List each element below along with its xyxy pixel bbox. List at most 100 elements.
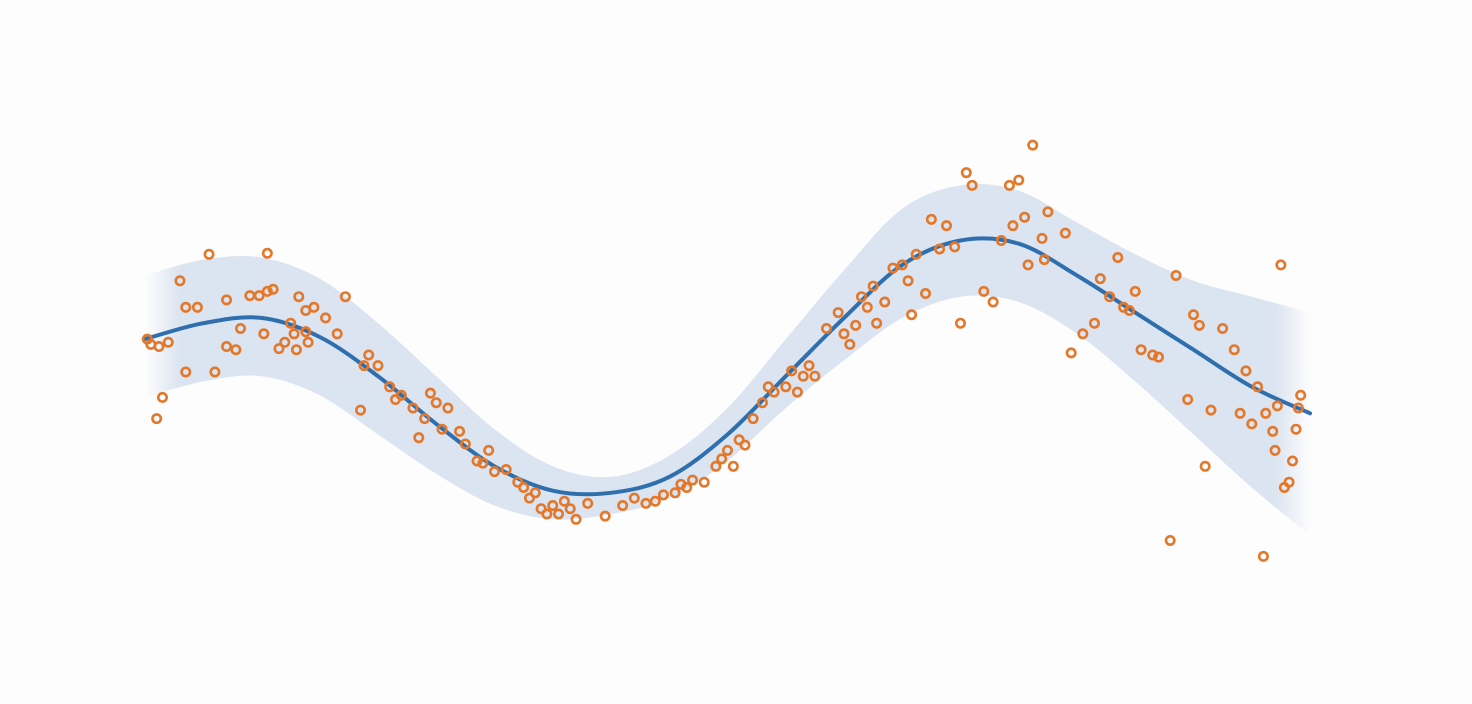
data-point <box>1199 460 1211 472</box>
data-point <box>407 402 419 414</box>
data-point <box>871 317 883 329</box>
data-point <box>850 319 862 331</box>
data-point <box>363 349 375 361</box>
data-point <box>1059 227 1071 239</box>
data-point <box>896 259 908 271</box>
data-point <box>230 344 242 356</box>
data-point <box>235 322 247 334</box>
data-point <box>1153 351 1165 363</box>
data-point <box>564 503 576 515</box>
data-point <box>1019 211 1031 223</box>
data-point <box>1036 232 1048 244</box>
data-point <box>838 328 850 340</box>
data-point <box>553 508 565 520</box>
data-point <box>523 492 535 504</box>
data-point <box>1228 344 1240 356</box>
data-point <box>906 309 918 321</box>
data-point <box>803 360 815 372</box>
data-point <box>628 492 640 504</box>
data-point <box>203 248 215 260</box>
data-point <box>582 497 594 509</box>
data-point <box>1147 349 1159 361</box>
data-point <box>747 413 759 425</box>
data-point <box>1077 328 1089 340</box>
data-point <box>419 413 431 425</box>
data-point <box>910 248 922 260</box>
data-point <box>768 386 780 398</box>
data-point <box>267 283 279 295</box>
data-point <box>1129 285 1141 297</box>
data-point <box>358 360 370 372</box>
data-point <box>687 474 699 486</box>
data-point <box>832 307 844 319</box>
data-point <box>151 413 163 425</box>
data-point <box>1252 381 1264 393</box>
data-point <box>716 453 728 465</box>
data-point <box>273 343 285 355</box>
data-point <box>1042 206 1054 218</box>
data-point <box>1094 273 1106 285</box>
data-point <box>413 432 425 444</box>
data-point <box>791 386 803 398</box>
data-point <box>960 167 972 179</box>
fit-line-layer <box>143 236 1312 497</box>
data-point <box>887 262 899 274</box>
data-point <box>156 391 168 403</box>
data-point <box>1260 407 1272 419</box>
data-point <box>285 317 297 329</box>
data-point <box>681 481 693 493</box>
data-point <box>867 280 879 292</box>
data-point <box>488 466 500 478</box>
data-point <box>1088 317 1100 329</box>
data-point <box>518 481 530 493</box>
data-point <box>721 444 733 456</box>
data-point <box>384 381 396 393</box>
data-point <box>1275 259 1287 271</box>
data-point <box>302 336 314 348</box>
data-point <box>1027 139 1039 151</box>
data-point <box>1292 402 1304 414</box>
data-point <box>1295 389 1307 401</box>
data-point <box>339 291 351 303</box>
data-point <box>153 341 165 353</box>
data-point <box>221 294 233 306</box>
data-point <box>710 460 722 472</box>
data-point <box>430 397 442 409</box>
data-point <box>209 366 221 378</box>
data-point <box>1240 365 1252 377</box>
scatter-points-layer <box>141 139 1307 562</box>
data-point <box>649 495 661 507</box>
data-point <box>1287 455 1299 467</box>
data-point <box>727 460 739 472</box>
data-point <box>191 301 203 313</box>
data-point <box>657 489 669 501</box>
data-point <box>372 360 384 372</box>
data-point <box>786 365 798 377</box>
data-point <box>1003 179 1015 191</box>
data-point <box>162 336 174 348</box>
data-point <box>879 296 891 308</box>
data-point <box>261 247 273 259</box>
data-point <box>320 312 332 324</box>
data-point <box>500 463 512 475</box>
data-point <box>987 296 999 308</box>
data-point <box>617 500 629 512</box>
data-point <box>442 402 454 414</box>
data-point <box>570 513 582 525</box>
data-point <box>180 366 192 378</box>
data-point <box>1013 174 1025 186</box>
data-point <box>925 213 937 225</box>
data-point <box>809 370 821 382</box>
data-point <box>300 326 312 338</box>
data-point <box>954 317 966 329</box>
data-point <box>1123 304 1135 316</box>
data-point <box>762 381 774 393</box>
data-point <box>920 288 932 300</box>
data-point <box>1007 220 1019 232</box>
data-point <box>279 336 291 348</box>
data-point <box>258 328 270 340</box>
data-point <box>1135 344 1147 356</box>
data-point <box>355 404 367 416</box>
